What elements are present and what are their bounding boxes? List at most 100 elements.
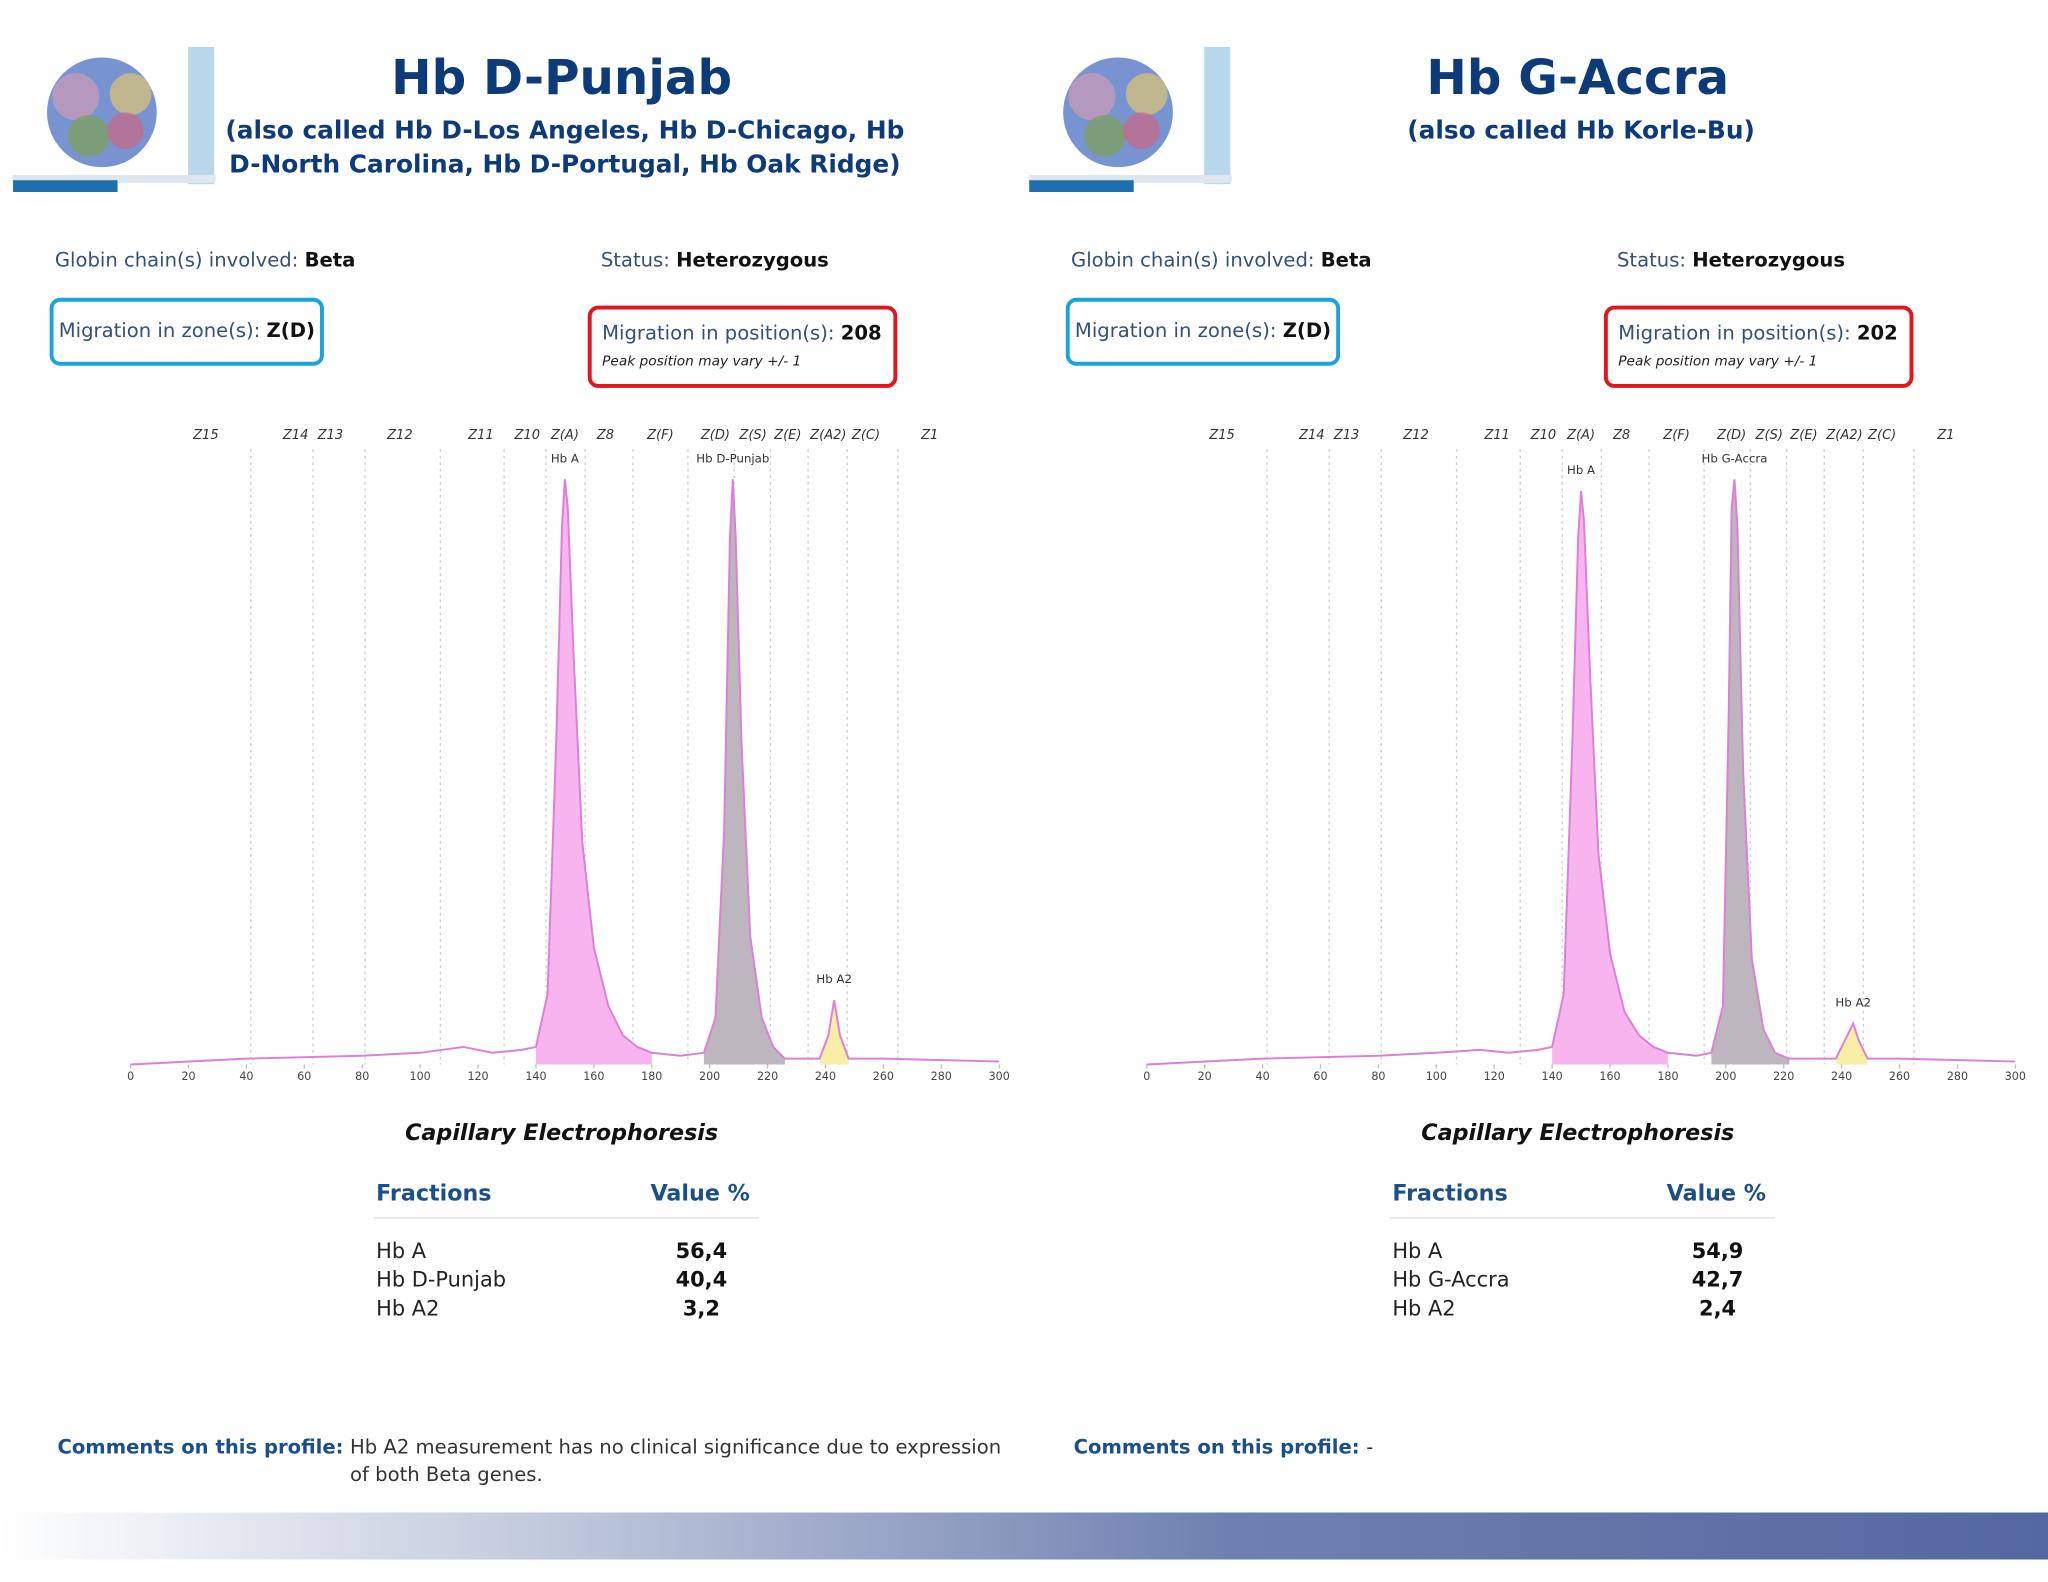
- zone-label: Z(D): [700, 428, 730, 443]
- position-value: 208: [840, 321, 882, 345]
- x-tick-label: 160: [1599, 1070, 1620, 1083]
- zone-label: Z1: [1936, 428, 1954, 443]
- position-note: Peak position may vary +/- 1: [602, 353, 802, 370]
- comments-label: Comments on this profile:: [57, 1435, 344, 1459]
- fraction-name: Hb A: [1392, 1238, 1443, 1264]
- table-title: Capillary Electrophoresis: [1421, 1120, 1735, 1147]
- column-header: Value %: [650, 1180, 750, 1207]
- globin: Globin chain(s) involved: Beta: [1071, 248, 1372, 272]
- column-header: Fractions: [1392, 1180, 1508, 1207]
- x-tick-label: 40: [1256, 1070, 1270, 1083]
- logo: [13, 47, 216, 192]
- zone-label: Z(F): [646, 428, 674, 443]
- logo-protein: [1123, 112, 1160, 149]
- left-panel: Hb D-Punjab (also called Hb D-Los Angeles…: [0, 0, 1024, 1502]
- peak-area: [535, 479, 652, 1065]
- title: Hb G-Accra: [1426, 49, 1730, 106]
- x-tick-label: 60: [297, 1070, 311, 1083]
- globin: Globin chain(s) involved: Beta: [55, 248, 356, 272]
- zone-value: Z(D): [266, 318, 315, 343]
- fraction-value: 56,4: [675, 1238, 728, 1264]
- position: Migration in position(s): 208: [602, 321, 882, 345]
- fraction-name: Hb G-Accra: [1392, 1266, 1510, 1292]
- zone-label: Z11: [467, 428, 494, 443]
- zone-label: Z8: [1612, 428, 1630, 443]
- x-tick-label: 100: [410, 1070, 431, 1083]
- zone-label: Z15: [1208, 428, 1235, 443]
- logo-protein: [67, 114, 110, 157]
- position-label: Migration in position(s):: [602, 321, 835, 345]
- x-tick-label: 80: [355, 1070, 369, 1083]
- footer-bar: [0, 1512, 2048, 1560]
- zone-label: Z(A2): [809, 428, 846, 443]
- peak-label: Hb A: [551, 451, 579, 465]
- electropherogram: Z15 Z14 Z13 Z12 Z11 Z10 Z(A) Z8 Z(F) Z(D) Z(S) Z(E)…: [127, 428, 1010, 1083]
- position-value: 202: [1856, 321, 1898, 345]
- status-value: Heterozygous: [676, 248, 829, 272]
- logo-bar: [1204, 47, 1231, 185]
- globin-label: Globin chain(s) involved:: [1071, 248, 1315, 272]
- trace-line: [130, 479, 1000, 1066]
- logo-protein: [1125, 73, 1168, 115]
- x-tick-label: 240: [815, 1070, 836, 1083]
- x-tick-label: 260: [873, 1070, 894, 1083]
- column-header: Value %: [1666, 1180, 1767, 1207]
- zone-label: Z10: [1530, 428, 1557, 443]
- peak-label: Hb D-Punjab: [696, 451, 769, 465]
- position-label: Migration in position(s):: [1618, 321, 1851, 345]
- x-tick-label: 200: [1715, 1070, 1736, 1083]
- status: Status: Heterozygous: [601, 248, 829, 272]
- zone: Migration in zone(s): Z(D): [59, 319, 315, 343]
- peak-label: Hb G-Accra: [1702, 451, 1768, 465]
- zone-label: Z(D): [1716, 428, 1746, 443]
- zone-value: Z(D): [1282, 318, 1332, 343]
- zone-label: Z(S): [738, 428, 766, 443]
- zone-label: Z(E): [773, 428, 801, 443]
- zone-label: Z14: [1298, 428, 1325, 443]
- globin-label: Globin chain(s) involved:: [54, 248, 299, 272]
- globin-value: Beta: [1320, 248, 1372, 272]
- x-tick-label: 120: [467, 1070, 488, 1083]
- trace-line: [1146, 479, 2016, 1066]
- peak-area: [819, 1000, 849, 1065]
- logo-bar: [13, 175, 216, 183]
- x-tick-label: 220: [757, 1070, 778, 1083]
- x-tick-label: 0: [1143, 1070, 1150, 1083]
- x-tick-label: 160: [583, 1070, 604, 1083]
- zone-label: Z14: [282, 428, 309, 443]
- zone-label: Z(A): [550, 428, 579, 443]
- zone-label: Z13: [1333, 428, 1360, 443]
- fraction-value: 54,9: [1691, 1238, 1744, 1264]
- position-note: Peak position may vary +/- 1: [1618, 353, 1818, 370]
- zone-label: Z(C): [851, 428, 880, 443]
- x-tick-label: 20: [181, 1070, 195, 1083]
- status: Status: Heterozygous: [1617, 248, 1845, 272]
- peak-label: Hb A: [1567, 463, 1595, 477]
- electropherogram: Z15 Z14 Z13 Z12 Z11 Z10 Z(A) Z8 Z(F) Z(D) Z(S) Z(E)…: [1143, 428, 2026, 1083]
- fraction-name: Hb A2: [376, 1295, 440, 1321]
- logo-bar: [188, 47, 215, 185]
- x-tick-label: 200: [699, 1070, 720, 1083]
- table-rule: [373, 1217, 759, 1219]
- zone-label: Z(S): [1755, 428, 1783, 443]
- comments-label: Comments on this profile:: [1073, 1435, 1360, 1459]
- fraction-name: Hb A: [376, 1238, 427, 1264]
- status-label: Status:: [1616, 248, 1687, 272]
- logo-bar: [1029, 175, 1232, 183]
- globin-value: Beta: [304, 248, 356, 272]
- position: Migration in position(s): 202: [1618, 321, 1898, 345]
- peak-area: [1835, 1023, 1868, 1065]
- peak-label: Hb A2: [1835, 996, 1871, 1010]
- zone-label: Z12: [386, 428, 413, 443]
- column-header: Fractions: [376, 1180, 492, 1207]
- logo-protein: [107, 112, 144, 149]
- x-tick-label: 0: [127, 1070, 134, 1083]
- zone-label: Migration in zone(s):: [58, 318, 261, 343]
- zone-label: Z13: [317, 428, 344, 443]
- x-tick-label: 300: [2005, 1070, 2026, 1083]
- x-tick-label: 140: [1542, 1070, 1563, 1083]
- logo-protein: [109, 73, 152, 115]
- x-tick-label: 100: [1426, 1070, 1447, 1083]
- x-tick-label: 280: [931, 1070, 952, 1083]
